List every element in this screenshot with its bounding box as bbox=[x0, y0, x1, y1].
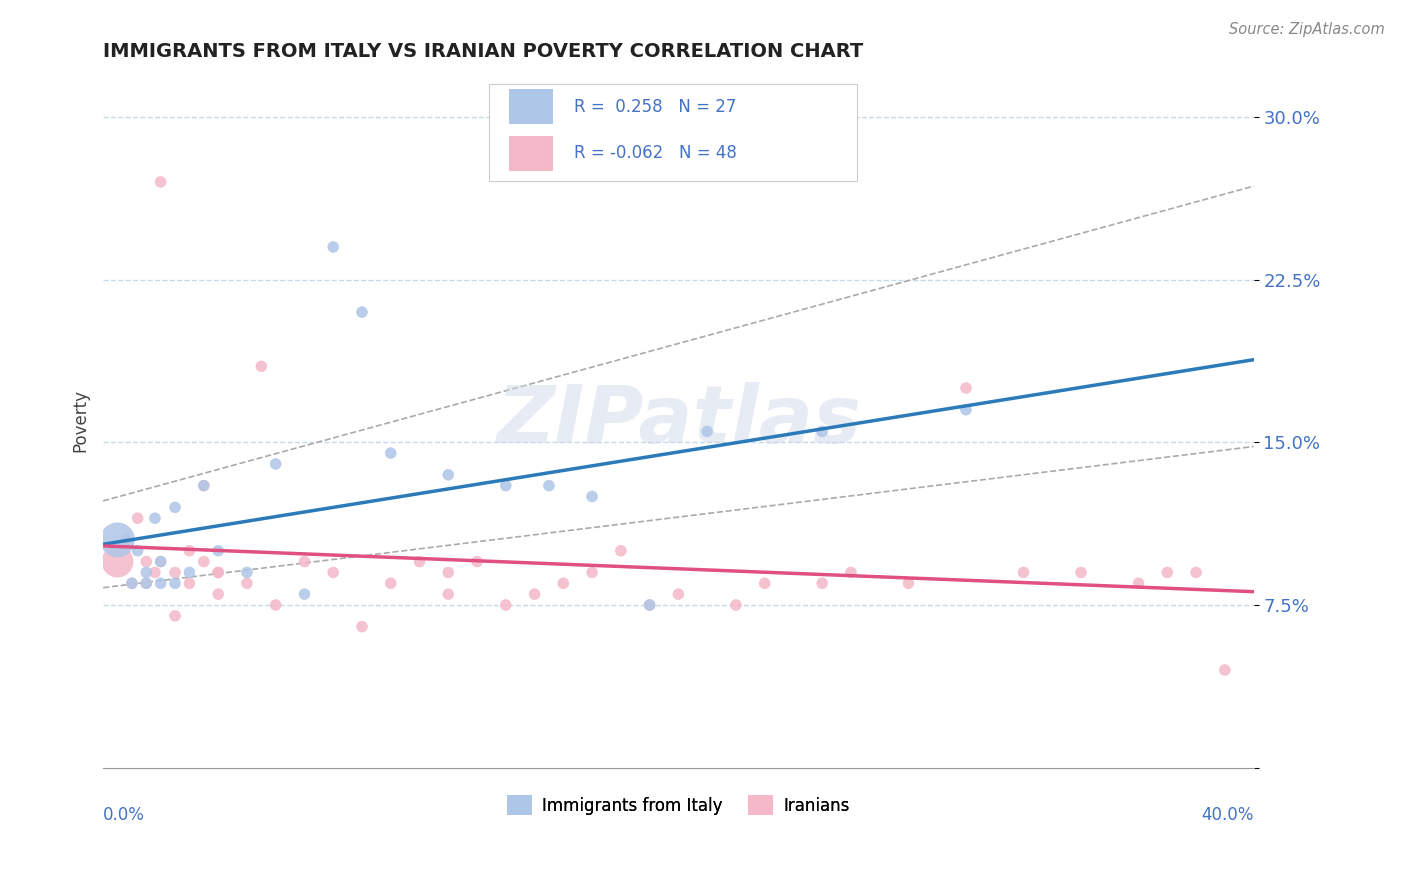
Point bbox=[495, 478, 517, 492]
Point bbox=[294, 555, 316, 569]
Point bbox=[135, 576, 157, 591]
Point bbox=[193, 478, 215, 492]
Point bbox=[163, 566, 186, 580]
Point bbox=[537, 478, 560, 492]
Point bbox=[724, 598, 747, 612]
Point bbox=[955, 402, 977, 417]
Point bbox=[193, 555, 215, 569]
Point bbox=[754, 576, 776, 591]
Point bbox=[163, 608, 186, 623]
Point bbox=[163, 576, 186, 591]
Point bbox=[437, 467, 460, 482]
Point bbox=[207, 566, 229, 580]
Point bbox=[437, 587, 460, 601]
Point bbox=[207, 587, 229, 601]
FancyBboxPatch shape bbox=[509, 89, 553, 124]
Text: Source: ZipAtlas.com: Source: ZipAtlas.com bbox=[1229, 22, 1385, 37]
Point bbox=[581, 490, 603, 504]
Point bbox=[149, 175, 172, 189]
Point bbox=[127, 511, 149, 525]
Point bbox=[121, 576, 143, 591]
Point bbox=[115, 533, 138, 547]
Point bbox=[638, 598, 661, 612]
Point bbox=[135, 576, 157, 591]
Point bbox=[1185, 566, 1208, 580]
Point bbox=[581, 566, 603, 580]
Point bbox=[264, 598, 287, 612]
Point bbox=[465, 555, 488, 569]
Point bbox=[107, 555, 129, 569]
Point bbox=[179, 543, 201, 558]
Point bbox=[1213, 663, 1236, 677]
Point bbox=[179, 576, 201, 591]
Point bbox=[207, 543, 229, 558]
Point bbox=[839, 566, 862, 580]
Point bbox=[322, 566, 344, 580]
Point bbox=[135, 566, 157, 580]
Point bbox=[610, 543, 633, 558]
Point bbox=[350, 620, 373, 634]
Point bbox=[495, 598, 517, 612]
Text: R =  0.258   N = 27: R = 0.258 N = 27 bbox=[574, 98, 737, 116]
Y-axis label: Poverty: Poverty bbox=[72, 389, 89, 452]
Point bbox=[1070, 566, 1092, 580]
FancyBboxPatch shape bbox=[509, 136, 553, 170]
FancyBboxPatch shape bbox=[488, 84, 856, 181]
Point bbox=[666, 587, 689, 601]
Point bbox=[149, 555, 172, 569]
Text: IMMIGRANTS FROM ITALY VS IRANIAN POVERTY CORRELATION CHART: IMMIGRANTS FROM ITALY VS IRANIAN POVERTY… bbox=[103, 42, 863, 61]
Point bbox=[1156, 566, 1178, 580]
Point bbox=[127, 543, 149, 558]
Point bbox=[121, 576, 143, 591]
Point bbox=[408, 555, 430, 569]
Point bbox=[1128, 576, 1150, 591]
Point bbox=[107, 533, 129, 547]
Point bbox=[638, 598, 661, 612]
Point bbox=[179, 566, 201, 580]
Point bbox=[143, 511, 166, 525]
Point bbox=[380, 446, 402, 460]
Text: 40.0%: 40.0% bbox=[1201, 805, 1254, 824]
Point bbox=[322, 240, 344, 254]
Point bbox=[1012, 566, 1035, 580]
Point bbox=[163, 500, 186, 515]
Point bbox=[264, 457, 287, 471]
Point bbox=[149, 576, 172, 591]
Point bbox=[437, 566, 460, 580]
Point bbox=[380, 576, 402, 591]
Point bbox=[811, 576, 834, 591]
Legend: Immigrants from Italy, Iranians: Immigrants from Italy, Iranians bbox=[501, 789, 856, 822]
Point bbox=[193, 478, 215, 492]
Point bbox=[149, 555, 172, 569]
Point bbox=[236, 566, 259, 580]
Point bbox=[135, 555, 157, 569]
Point bbox=[294, 587, 316, 601]
Point bbox=[811, 425, 834, 439]
Point bbox=[236, 576, 259, 591]
Point bbox=[143, 566, 166, 580]
Point bbox=[955, 381, 977, 395]
Text: R = -0.062   N = 48: R = -0.062 N = 48 bbox=[574, 145, 737, 162]
Point bbox=[350, 305, 373, 319]
Point bbox=[523, 587, 546, 601]
Point bbox=[897, 576, 920, 591]
Text: ZIPatlas: ZIPatlas bbox=[496, 382, 860, 459]
Point bbox=[696, 425, 718, 439]
Text: 0.0%: 0.0% bbox=[103, 805, 145, 824]
Point bbox=[250, 359, 273, 374]
Point bbox=[553, 576, 575, 591]
Point bbox=[207, 566, 229, 580]
